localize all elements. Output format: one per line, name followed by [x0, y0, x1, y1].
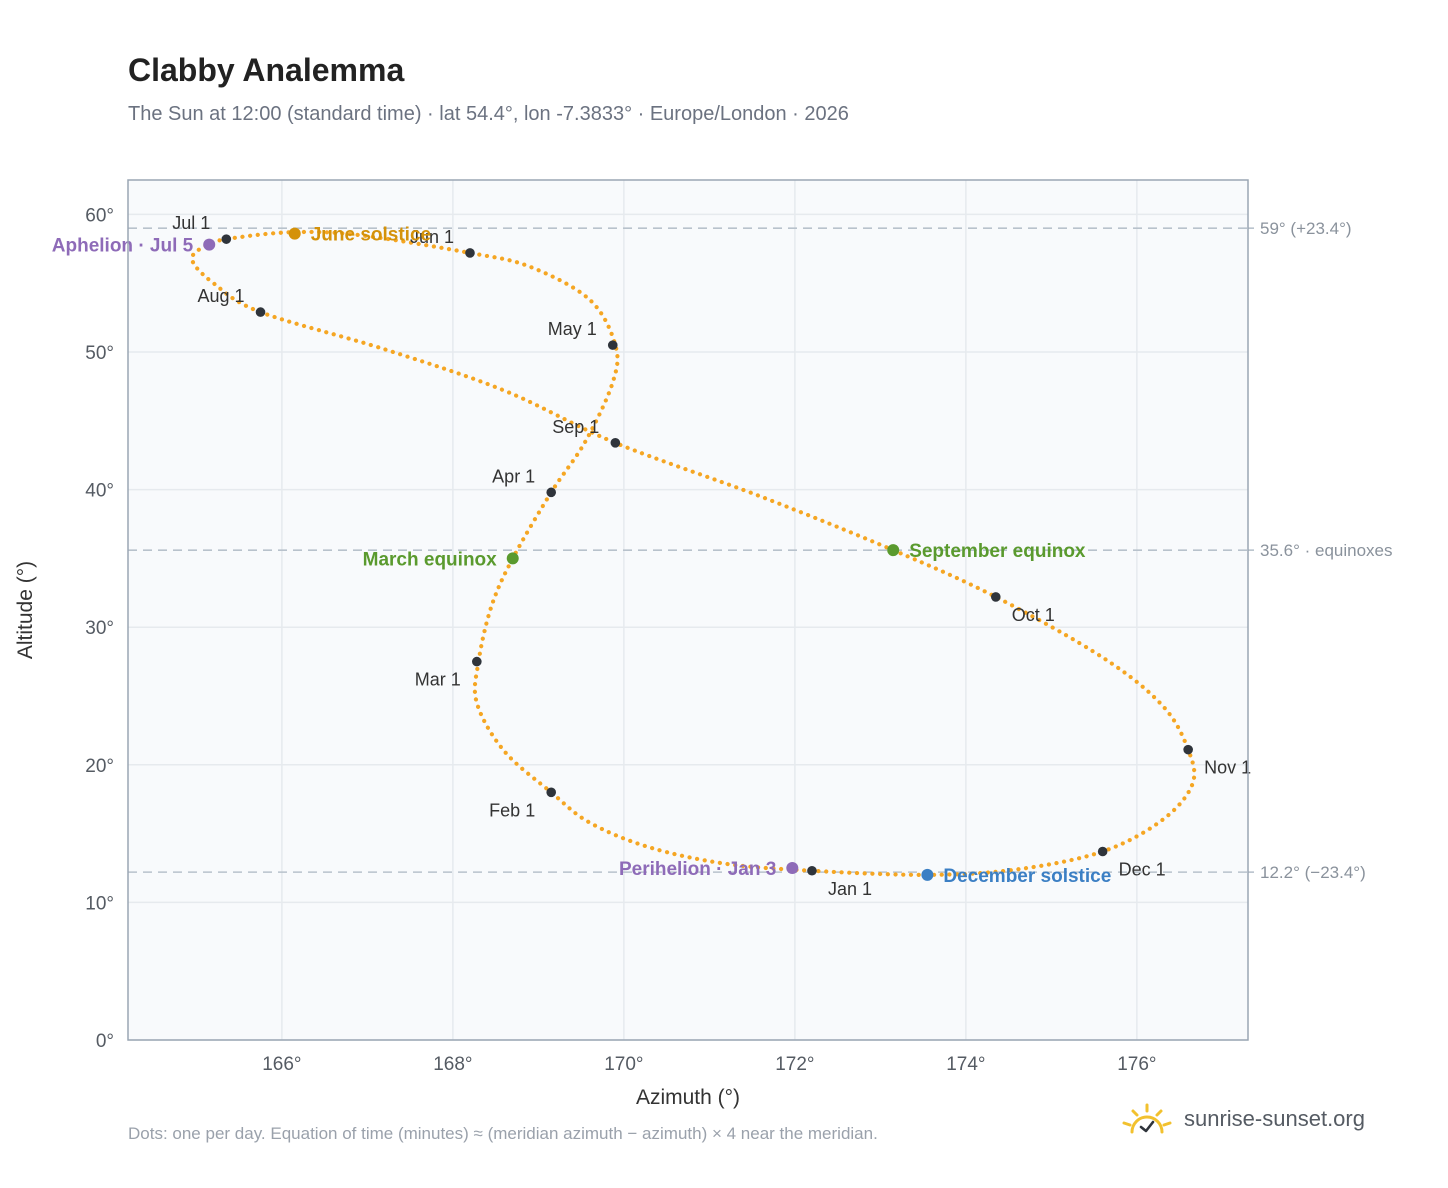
event-label: Perihelion · Jan 3 [619, 859, 776, 880]
month-marker [255, 307, 266, 317]
month-label: Nov 1 [1204, 758, 1251, 778]
month-label: Jul 1 [172, 213, 210, 233]
plot-area [128, 180, 1248, 1040]
month-marker [607, 340, 618, 350]
month-label: Sep 1 [552, 417, 599, 437]
month-label: Mar 1 [415, 670, 461, 690]
month-label: Oct 1 [1012, 605, 1055, 625]
event-marker [506, 552, 519, 565]
month-marker [472, 656, 482, 667]
y-tick-label: 30° [85, 618, 114, 639]
y-axis-label: Altitude (°) [14, 561, 37, 659]
x-tick-label: 172° [775, 1054, 814, 1075]
event-label: March equinox [363, 549, 498, 570]
reference-label: 59° (+23.4°) [1260, 219, 1352, 238]
month-marker [610, 438, 621, 448]
event-label: December solstice [943, 866, 1111, 887]
event-marker [288, 227, 301, 240]
event-marker [786, 862, 799, 874]
y-tick-label: 20° [85, 756, 114, 777]
x-tick-label: 176° [1117, 1054, 1156, 1075]
month-marker [807, 865, 817, 876]
month-label: Jun 1 [410, 227, 454, 247]
reference-label: 12.2° (−23.4°) [1260, 863, 1366, 882]
brand-name: sunrise-sunset.org [1184, 1106, 1365, 1131]
plot-frame [127, 179, 1249, 1041]
event-marker [887, 544, 900, 557]
month-marker [1097, 846, 1108, 857]
month-marker [1183, 744, 1193, 755]
month-label: Dec 1 [1119, 859, 1166, 879]
daily-position-dots [189, 229, 1197, 877]
footnote: Dots: one per day. Equation of time (min… [128, 1124, 878, 1143]
event-label: June solstice [311, 225, 431, 246]
y-tick-label: 60° [85, 205, 114, 226]
x-tick-label: 174° [946, 1054, 985, 1075]
sun-icon [1122, 1103, 1172, 1134]
chart-title: Clabby Analemma [128, 52, 405, 88]
month-marker [546, 487, 557, 498]
y-tick-label: 40° [85, 481, 114, 502]
month-marker [221, 234, 232, 244]
month-marker [546, 787, 557, 798]
event-label: Aphelion · Jul 5 [52, 236, 194, 257]
y-tick-label: 10° [85, 893, 114, 914]
event-label: September equinox [909, 541, 1086, 562]
brand-logo[interactable]: sunrise-sunset.org [1120, 1102, 1365, 1136]
x-tick-label: 168° [433, 1054, 472, 1075]
month-label: May 1 [548, 319, 597, 339]
event-marker [203, 238, 216, 251]
month-marker [990, 592, 1001, 602]
month-label: Aug 1 [197, 286, 244, 306]
x-tick-label: 170° [604, 1054, 643, 1075]
y-tick-label: 0° [96, 1031, 114, 1052]
event-marker [921, 868, 934, 881]
month-label: Jan 1 [828, 879, 872, 899]
x-tick-label: 166° [262, 1054, 301, 1075]
reference-label: 35.6° · equinoxes [1260, 541, 1393, 560]
month-marker [465, 248, 475, 258]
y-tick-label: 50° [85, 343, 114, 364]
month-label: Feb 1 [489, 800, 535, 820]
x-axis-label: Azimuth (°) [636, 1086, 740, 1109]
month-label: Apr 1 [492, 466, 535, 486]
chart-subtitle: The Sun at 12:00 (standard time) · lat 5… [128, 103, 849, 125]
